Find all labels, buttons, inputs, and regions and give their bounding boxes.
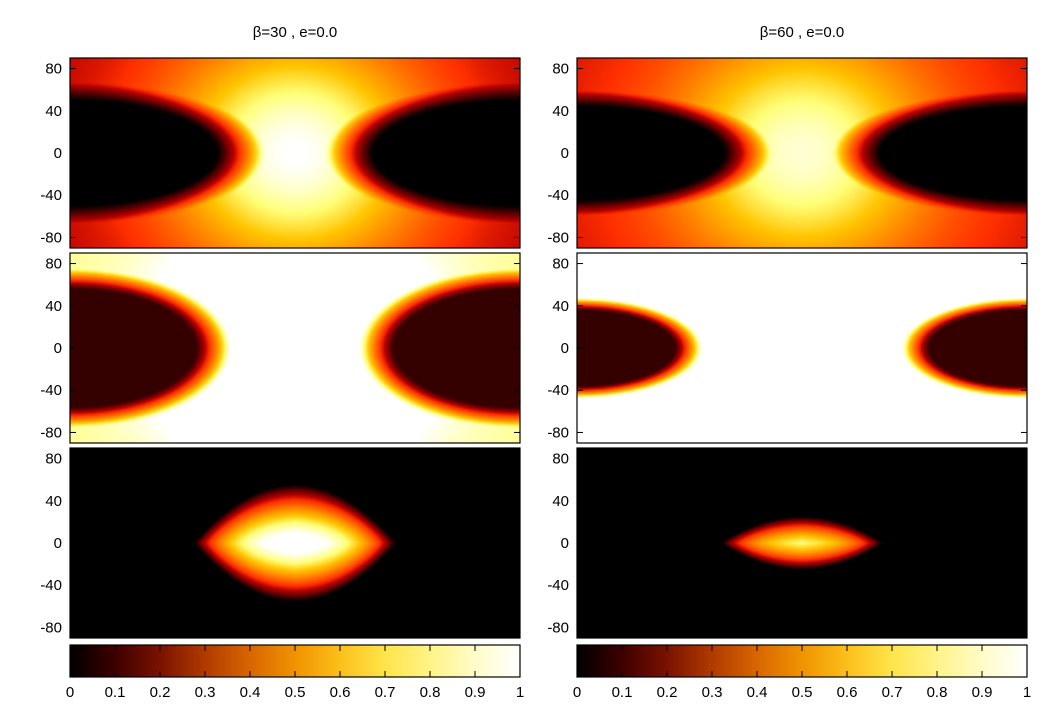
- y-tick-label: 0: [561, 340, 569, 357]
- colorbar: 0 0.1 0.2 0.3 0.4 0.5 0.6 0.7 0.8 0.9 1: [66, 644, 524, 701]
- chart-title: β=60 , e=0.0: [760, 24, 845, 41]
- y-tick-label: -80: [40, 424, 62, 441]
- colorbar-tick-label: 0.7: [375, 684, 396, 701]
- heatmap-image: [70, 253, 520, 443]
- y-tick-label: -80: [40, 619, 62, 636]
- y-tick-label: -40: [547, 382, 569, 399]
- colorbar-tick-label: 0.8: [927, 684, 948, 701]
- y-tick-label: 80: [552, 256, 569, 273]
- heatmap-image: [577, 448, 1027, 638]
- y-tick-label: 80: [45, 256, 62, 273]
- colorbar-tick-label: 0.3: [702, 684, 723, 701]
- y-tick-label: 40: [45, 298, 62, 315]
- y-tick-label: 40: [45, 493, 62, 510]
- chart-column-1: β=30 , e=0.0 80 40 0 -40 -80 80 40 0 -40 -80 80 40 0 -…: [40, 24, 524, 701]
- y-tick-label: -40: [547, 577, 569, 594]
- heatmap-panel-1: 80 40 0 -40 -80: [547, 57, 1028, 249]
- heatmap-image: [577, 58, 1027, 248]
- y-tick-label: 40: [552, 493, 569, 510]
- heatmap-image: [70, 448, 520, 638]
- y-tick-label: 0: [54, 145, 62, 162]
- y-tick-label: 80: [45, 451, 62, 468]
- colorbar-tick-label: 0.7: [882, 684, 903, 701]
- colorbar-tick-label: 0.1: [612, 684, 633, 701]
- y-tick-label: 80: [552, 61, 569, 78]
- y-tick-label: 80: [45, 61, 62, 78]
- colorbar-tick-label: 0.2: [150, 684, 171, 701]
- heatmap-panel-1: 80 40 0 -40 -80: [40, 57, 521, 249]
- colorbar-tick-label: 0.9: [465, 684, 486, 701]
- y-tick-label: 0: [561, 535, 569, 552]
- colorbar-tick-label: 0.6: [837, 684, 858, 701]
- y-tick-label: -40: [40, 187, 62, 204]
- colorbar-tick-label: 0: [66, 684, 74, 701]
- y-tick-label: 0: [54, 535, 62, 552]
- heatmap-image: [577, 253, 1027, 443]
- heatmap-panel-3: 80 40 0 -40 -80: [40, 447, 521, 639]
- heatmap-panel-2: 80 40 0 -40 -80: [547, 252, 1028, 444]
- chart-column-2: β=60 , e=0.0 80 40 0 -40 -80 80 40 0 -40 -80 80 40 0 -…: [547, 24, 1031, 701]
- y-tick-label: -40: [40, 382, 62, 399]
- heatmap-panel-3: 80 40 0 -40 -80: [547, 447, 1028, 639]
- heatmap-panel-2: 80 40 0 -40 -80: [40, 252, 521, 444]
- heatmap-image: [70, 58, 520, 248]
- y-tick-label: -80: [40, 229, 62, 246]
- colorbar-tick-label: 0.3: [195, 684, 216, 701]
- colorbar-tick-label: 0.5: [285, 684, 306, 701]
- colorbar-tick-label: 0.5: [792, 684, 813, 701]
- chart-title: β=30 , e=0.0: [253, 24, 338, 41]
- colorbar-tick-label: 1: [516, 684, 524, 701]
- y-tick-label: -40: [40, 577, 62, 594]
- y-tick-label: 40: [45, 103, 62, 120]
- y-tick-label: 80: [552, 451, 569, 468]
- colorbar-tick-label: 0.8: [420, 684, 441, 701]
- y-tick-label: -40: [547, 187, 569, 204]
- colorbar-tick-label: 0.2: [657, 684, 678, 701]
- colorbar: 0 0.1 0.2 0.3 0.4 0.5 0.6 0.7 0.8 0.9 1: [573, 644, 1031, 701]
- y-tick-label: 0: [54, 340, 62, 357]
- colorbar-tick-label: 0.9: [972, 684, 993, 701]
- y-tick-label: -80: [547, 424, 569, 441]
- y-tick-label: 40: [552, 298, 569, 315]
- colorbar-tick-label: 0.6: [330, 684, 351, 701]
- colorbar-tick-label: 0.4: [240, 684, 261, 701]
- y-tick-label: -80: [547, 619, 569, 636]
- y-tick-label: -80: [547, 229, 569, 246]
- colorbar-tick-label: 0: [573, 684, 581, 701]
- y-tick-label: 0: [561, 145, 569, 162]
- y-tick-label: 40: [552, 103, 569, 120]
- colorbar-tick-label: 0.4: [747, 684, 768, 701]
- colorbar-tick-label: 0.1: [105, 684, 126, 701]
- colorbar-tick-label: 1: [1023, 684, 1031, 701]
